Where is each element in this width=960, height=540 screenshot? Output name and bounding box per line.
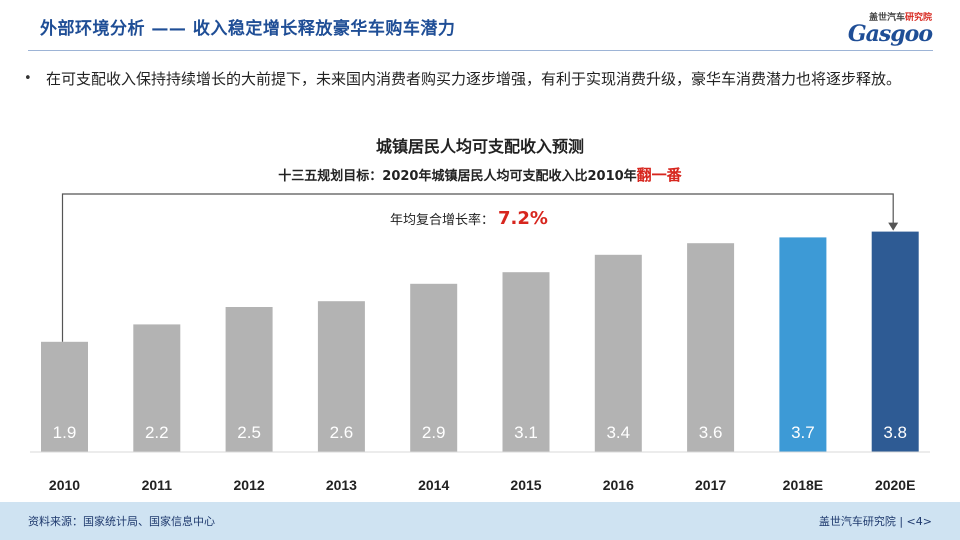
x-tick-label-2010: 2010 xyxy=(49,477,80,493)
x-tick-label-2017: 2017 xyxy=(695,477,726,493)
bar-2016 xyxy=(594,254,642,452)
page-title: 外部环境分析 —— 收入稳定增长释放豪华车购车潜力 xyxy=(40,19,456,39)
gasgoo-logo: 盖世汽车研究院 Gasgoo xyxy=(847,13,933,47)
footer-org-page: 盖世汽车研究院 | <4> xyxy=(818,515,932,528)
cagr-value: 7.2% xyxy=(498,208,548,229)
chart-title: 城镇居民人均可支配收入预测 xyxy=(375,137,584,156)
plan-target: 十三五规划目标：2020年城镇居民人均可支配收入比2010年翻一番 xyxy=(0,164,960,185)
bar-2014 xyxy=(410,283,458,452)
bullet-dot-icon: • xyxy=(24,71,32,86)
bar-value-label-2012: 2.5 xyxy=(237,423,261,442)
bar-2015 xyxy=(502,272,550,452)
growth-bracket-line xyxy=(61,193,894,342)
header: 外部环境分析 —— 收入稳定增长释放豪华车购车潜力 盖世汽车研究院 Gasgoo xyxy=(0,0,960,52)
x-tick-label-2013: 2013 xyxy=(326,477,357,493)
bar-2017 xyxy=(687,243,735,452)
x-tick-label-2014: 2014 xyxy=(418,477,449,493)
footer: 资料来源：国家统计局、国家信息中心 盖世汽车研究院 | <4> xyxy=(0,502,960,540)
bar-2011 xyxy=(133,324,181,452)
income-bar-chart: 1.9 2010 2.2 2011 2.5 2012 2.6 2013 2.9 2014 3.1 20… xyxy=(30,193,930,493)
x-tick-label-2015: 2015 xyxy=(510,477,541,493)
bar-2020E xyxy=(871,231,919,452)
bar-value-label-2015: 3.1 xyxy=(514,423,538,442)
x-tick-label-2020E: 2020E xyxy=(875,477,915,493)
bar-value-label-2017: 3.6 xyxy=(699,423,723,442)
bar-value-label-2011: 2.2 xyxy=(145,423,169,442)
cagr-annotation: 年均复合增长率： 7.2% xyxy=(390,208,548,229)
bar-value-label-2010: 1.9 xyxy=(53,423,77,442)
bar-value-label-2016: 3.4 xyxy=(606,423,630,442)
arrow-down-icon xyxy=(888,222,899,231)
bar-value-label-2020E: 3.8 xyxy=(883,423,907,442)
bar-value-label-2018E: 3.7 xyxy=(791,423,815,442)
title-divider xyxy=(28,50,933,51)
bar-value-label-2013: 2.6 xyxy=(330,423,354,442)
bar-2013 xyxy=(317,301,365,452)
bar-2012 xyxy=(225,307,273,452)
bar-value-label-2014: 2.9 xyxy=(422,423,446,442)
cagr-label: 年均复合增长率： xyxy=(390,213,495,228)
source-note: 资料来源：国家统计局、国家信息中心 xyxy=(28,515,215,528)
x-tick-label-2018E: 2018E xyxy=(783,477,823,493)
plan-target-highlight: 翻一番 xyxy=(636,166,682,184)
x-tick-label-2012: 2012 xyxy=(234,477,265,493)
x-tick-label-2011: 2011 xyxy=(142,477,173,493)
bullet-text: 在可支配收入保持持续增长的大前提下，未来国内消费者购买力逐步增强，有利于实现消费… xyxy=(46,70,902,88)
bar-2018E xyxy=(779,237,827,452)
plan-target-text: 十三五规划目标：2020年城镇居民人均可支配收入比2010年 xyxy=(278,169,637,184)
bar-2010 xyxy=(41,341,88,452)
x-tick-label-2016: 2016 xyxy=(603,477,634,493)
